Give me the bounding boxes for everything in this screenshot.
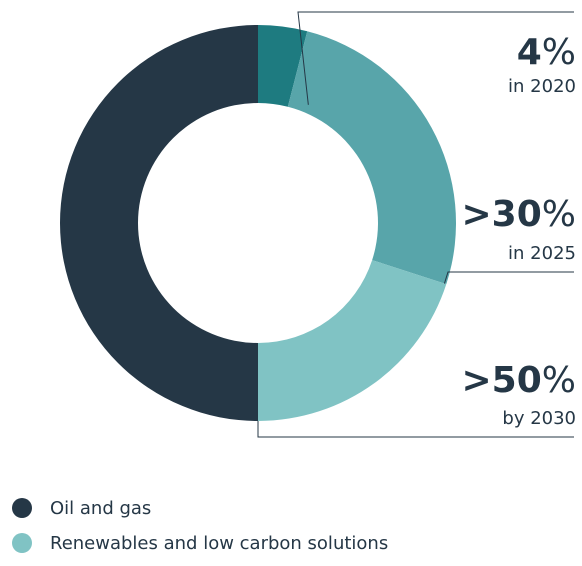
- donut-chart: 4% in 2020 >30% in 2025 >50% by 2030: [60, 11, 576, 438]
- legend-swatch-renewables: [12, 533, 32, 553]
- annotation-value-2: >50%: [462, 360, 576, 401]
- legend-swatch-oil-and-gas: [12, 498, 32, 518]
- leader-line-0: [297, 11, 574, 105]
- annotation-value-1: >30%: [462, 194, 576, 235]
- leader-line-2: [257, 421, 574, 438]
- legend-label-oil-and-gas: Oil and gas: [50, 497, 152, 519]
- legend-label-renewables: Renewables and low carbon solutions: [50, 532, 389, 554]
- leader-line-1: [443, 271, 574, 284]
- donut-slice-0: [258, 25, 308, 107]
- annotation-caption-0: in 2020: [508, 76, 576, 97]
- annotation-caption-2: by 2030: [502, 408, 576, 429]
- legend-item-oil-and-gas: Oil and gas: [12, 496, 388, 520]
- legend-item-renewables: Renewables and low carbon solutions: [12, 531, 388, 555]
- annotation-value-0: 4%: [517, 32, 576, 73]
- donut-slice-2: [258, 260, 447, 421]
- donut-slice-1: [287, 31, 456, 285]
- donut-slice-3: [60, 25, 258, 421]
- annotation-caption-1: in 2025: [508, 243, 576, 264]
- legend: Oil and gas Renewables and low carbon so…: [12, 496, 388, 566]
